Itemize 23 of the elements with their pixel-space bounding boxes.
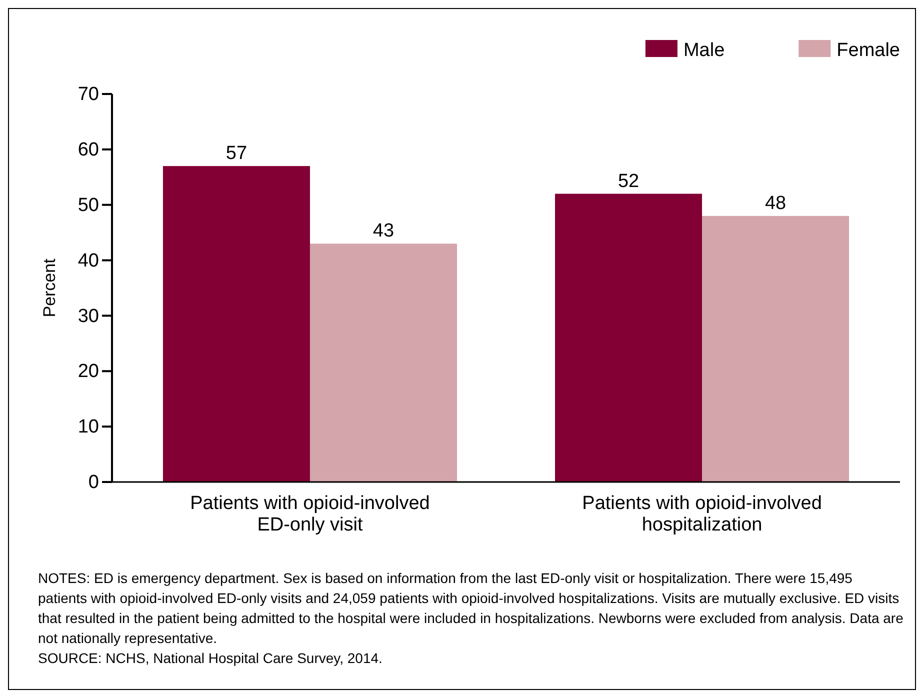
y-tick-label: 30 <box>78 306 99 327</box>
y-tick-label: 60 <box>78 140 99 161</box>
x-tick-label: Patients with opioid-involved ED-only visit <box>190 492 430 536</box>
legend-label: Female <box>836 40 900 61</box>
y-tick-label: 10 <box>78 416 99 438</box>
y-tick-label: 40 <box>78 250 99 272</box>
legend-label: Male <box>683 40 725 61</box>
bar <box>162 166 310 482</box>
data-label: 57 <box>226 143 248 164</box>
y-tick-label: 50 <box>78 194 99 216</box>
bar <box>310 244 457 482</box>
y-axis-title: Percent <box>40 258 59 318</box>
source-note: SOURCE: NCHS, National Hospital Care Survey, 2014. <box>38 649 384 668</box>
text: NOTES: ED is emergency department. Sex is based on information from the last ED-only visit or hospitalization. There were 15,495 patients with opioid-involved ED-only visits and 24,059 patients with opioid-involved hospitalizations. Visits are mutually exclusive. ED visits that resulted in the patient being admitted to the hospital were included in hospitalizations. Newborns were excluded from analysis. Data are not nationally representative. <box>38 569 904 648</box>
y-tick-label: 0 <box>88 472 99 494</box>
data-label: 48 <box>764 192 786 214</box>
y-tick-label: 20 <box>78 361 99 382</box>
bar <box>702 216 850 482</box>
y-tick-label: 70 <box>78 84 99 106</box>
bar <box>555 194 702 482</box>
data-label: 52 <box>618 170 640 192</box>
data-label: 43 <box>372 220 394 242</box>
x-tick-label: Patients with opioid-involved hospitalization <box>582 492 822 536</box>
